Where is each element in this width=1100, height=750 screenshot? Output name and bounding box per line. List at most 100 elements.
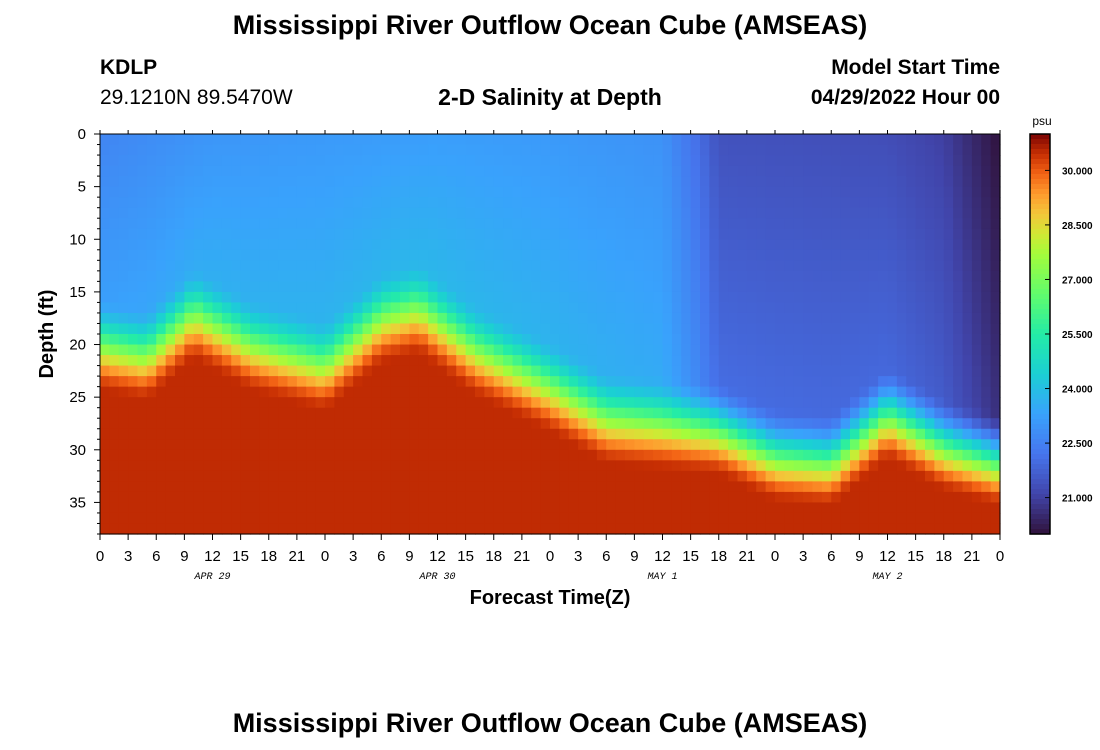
heatmap-cell xyxy=(765,418,776,430)
heatmap-cell xyxy=(259,165,270,177)
heatmap-cell xyxy=(812,470,823,482)
heatmap-cell xyxy=(343,239,354,251)
heatmap-cell xyxy=(878,218,889,230)
heatmap-cell xyxy=(362,312,373,325)
heatmap-cell xyxy=(493,428,504,440)
colorbar-cell xyxy=(1030,134,1050,140)
heatmap-cell xyxy=(906,376,917,388)
heatmap-cell xyxy=(118,418,129,430)
heatmap-cell xyxy=(896,144,907,156)
heatmap-cell xyxy=(371,397,382,409)
heatmap-cell xyxy=(700,323,710,335)
heatmap-cell xyxy=(165,418,176,430)
heatmap-cell xyxy=(156,470,167,482)
heatmap-cell xyxy=(484,481,495,493)
heatmap-cell xyxy=(878,512,889,525)
heatmap-cell xyxy=(240,281,251,293)
heatmap-cell xyxy=(400,165,410,177)
heatmap-cell xyxy=(175,218,185,230)
heatmap-cell xyxy=(718,218,729,230)
heatmap-cell xyxy=(775,355,785,367)
heatmap-cell xyxy=(306,291,317,304)
heatmap-cell xyxy=(137,439,148,451)
heatmap-cell xyxy=(156,334,167,346)
heatmap-cell xyxy=(118,449,129,461)
heatmap-cell xyxy=(212,176,223,188)
heatmap-cell xyxy=(990,228,1001,240)
heatmap-cell xyxy=(493,449,504,461)
heatmap-cell xyxy=(662,460,673,472)
heatmap-cell xyxy=(231,386,242,398)
heatmap-cell xyxy=(831,249,842,261)
heatmap-cell xyxy=(484,428,495,440)
heatmap-cell xyxy=(737,155,748,167)
heatmap-cell xyxy=(943,512,954,525)
heatmap-cell xyxy=(700,523,710,535)
heatmap-cell xyxy=(325,291,335,304)
heatmap-cell xyxy=(446,249,457,261)
heatmap-cell xyxy=(953,218,964,230)
heatmap-cell xyxy=(615,197,626,209)
heatmap-cell xyxy=(353,523,364,535)
heatmap-cell xyxy=(953,386,964,398)
heatmap-cell xyxy=(896,197,907,209)
heatmap-cell xyxy=(718,439,729,451)
heatmap-cell xyxy=(137,355,148,367)
heatmap-cell xyxy=(587,460,598,472)
heatmap-cell xyxy=(475,428,485,440)
heatmap-cell xyxy=(821,144,832,156)
heatmap-cell xyxy=(493,386,504,398)
heatmap-cell xyxy=(175,460,185,472)
heatmap-cell xyxy=(446,291,457,304)
heatmap-cell xyxy=(878,418,889,430)
heatmap-cell xyxy=(925,523,935,535)
heatmap-cell xyxy=(606,281,617,293)
heatmap-cell xyxy=(137,523,148,535)
heatmap-cell xyxy=(934,365,945,377)
heatmap-cell xyxy=(315,344,326,356)
colorbar-cell xyxy=(1030,514,1050,520)
heatmap-cell xyxy=(934,176,945,188)
heatmap-cell xyxy=(409,397,420,409)
heatmap-cell xyxy=(212,134,223,146)
heatmap-cell xyxy=(203,365,214,377)
colorbar-cell xyxy=(1030,244,1050,250)
heatmap-cell xyxy=(137,155,148,167)
heatmap-cell xyxy=(278,376,289,388)
heatmap-cell xyxy=(137,270,148,282)
heatmap-cell xyxy=(775,407,785,419)
heatmap-cell xyxy=(662,439,673,451)
heatmap-cell xyxy=(906,418,917,430)
heatmap-cell xyxy=(625,228,635,240)
heatmap-cell xyxy=(296,239,307,251)
heatmap-cell xyxy=(315,270,326,282)
heatmap-cell xyxy=(100,281,110,293)
heatmap-cell xyxy=(409,449,420,461)
heatmap-cell xyxy=(887,270,898,282)
heatmap-cell xyxy=(925,281,935,293)
heatmap-cell xyxy=(221,397,232,409)
heatmap-cell xyxy=(962,334,973,346)
heatmap-cell xyxy=(971,397,982,409)
heatmap-cell xyxy=(615,397,626,409)
heatmap-cell xyxy=(175,439,185,451)
heatmap-cell xyxy=(859,470,870,482)
heatmap-cell xyxy=(765,481,776,493)
heatmap-cell xyxy=(568,270,579,282)
colorbar-cell xyxy=(1030,389,1050,395)
heatmap-cell xyxy=(409,481,420,493)
heatmap-cell xyxy=(709,228,720,240)
heatmap-cell xyxy=(493,197,504,209)
heatmap-cell xyxy=(540,176,551,188)
heatmap-cell xyxy=(400,365,410,377)
heatmap-cell xyxy=(203,355,214,367)
heatmap-cell xyxy=(746,291,757,304)
heatmap-cell xyxy=(362,428,373,440)
heatmap-cell xyxy=(390,260,401,272)
heatmap-cell xyxy=(137,502,148,514)
heatmap-cell xyxy=(334,449,345,461)
colorbar-tick-label: 21.000 xyxy=(1062,494,1093,505)
heatmap-cell xyxy=(306,502,317,514)
heatmap-cell xyxy=(193,186,204,198)
heatmap-cell xyxy=(859,344,870,356)
